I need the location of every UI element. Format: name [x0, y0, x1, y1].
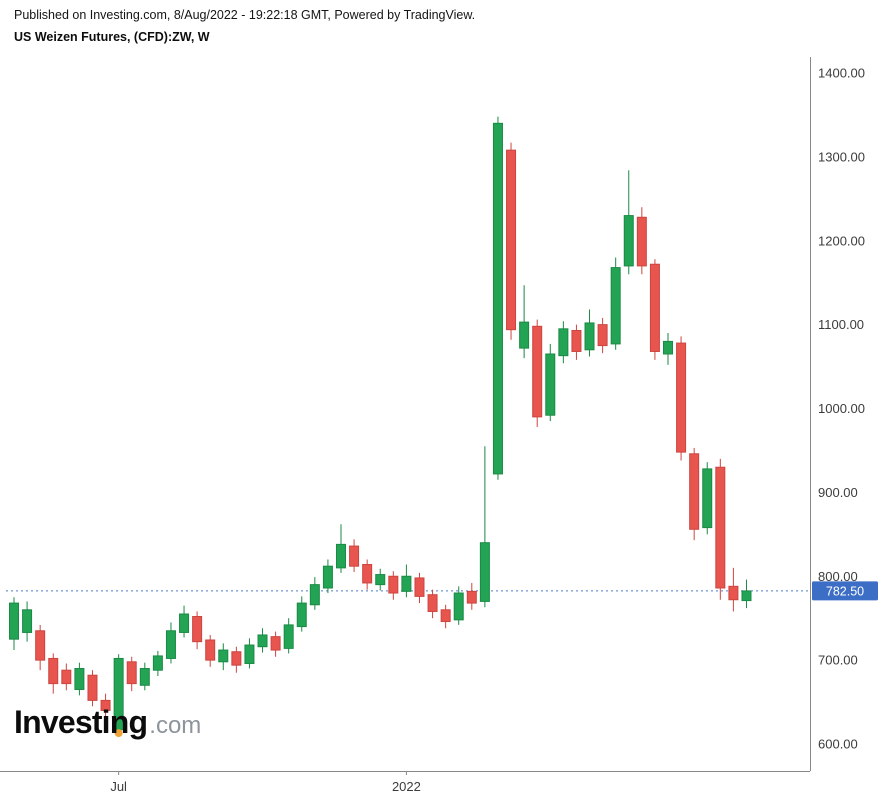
candle-body	[414, 577, 425, 597]
candle-body	[676, 342, 687, 453]
candle-body	[375, 574, 386, 586]
candle-body	[479, 542, 490, 602]
candle-body	[283, 624, 294, 649]
candle-body	[545, 353, 556, 416]
candle-body	[623, 215, 634, 267]
candle-body	[532, 325, 543, 418]
candle-body	[663, 340, 673, 355]
candle-body	[597, 324, 608, 347]
candles-layer[interactable]	[9, 116, 752, 736]
y-axis-label: 900.00	[818, 485, 858, 500]
candle-body	[87, 674, 98, 701]
y-axis-label: 1100.00	[818, 317, 864, 332]
event-marker	[114, 729, 123, 738]
investing-logo: Investing .com	[14, 706, 201, 738]
y-axis-label: 700.00	[818, 653, 858, 668]
candle-body	[126, 661, 137, 685]
publish-line: Published on Investing.com, 8/Aug/2022 -…	[14, 8, 476, 22]
candle-body	[741, 590, 752, 602]
candle-body	[192, 616, 203, 643]
candle-body	[427, 594, 438, 612]
candle-body	[689, 453, 700, 530]
y-axis-label: 1300.00	[818, 149, 865, 164]
investing-logo-suffix: .com	[149, 712, 202, 739]
last-price-badge-label: 782.50	[826, 584, 864, 598]
candle-body	[270, 636, 281, 651]
candle-body	[48, 657, 59, 685]
candle-body	[9, 602, 19, 640]
candle-body	[571, 329, 582, 352]
price-axis[interactable]: 1400.00 1300.00 1200.00 1100.00 1000.00 900.0…	[818, 66, 865, 752]
candle-body	[349, 545, 360, 567]
candle-body	[74, 668, 85, 690]
candle-body	[649, 263, 660, 352]
candle-body	[388, 575, 399, 594]
candle-body	[61, 669, 72, 685]
candle-body	[205, 639, 216, 661]
candle-body	[401, 575, 412, 592]
candle-body	[492, 122, 503, 475]
investing-logo-brand: Investing	[14, 704, 148, 740]
candle-body	[257, 634, 268, 648]
candle-body	[519, 321, 530, 349]
candle-body	[453, 592, 464, 621]
chart-title: US Weizen Futures, (CFD):ZW, W	[14, 30, 210, 44]
candle-body	[35, 630, 46, 661]
candle-body	[100, 699, 111, 711]
candle-body	[218, 649, 229, 663]
candle-body	[139, 668, 150, 686]
candle-body	[165, 630, 176, 659]
candle-body	[22, 609, 33, 633]
candle-body	[715, 466, 726, 589]
y-axis-label: 800.00	[818, 569, 858, 584]
y-axis-label: 600.00	[818, 737, 858, 752]
candle-body	[702, 468, 713, 529]
x-axis-label: Jul	[110, 779, 127, 794]
candle-body	[244, 644, 255, 664]
x-axis-label: 2022	[392, 779, 421, 794]
candle-body	[558, 328, 569, 357]
candle-body	[610, 267, 621, 345]
y-axis-label: 1000.00	[818, 401, 865, 416]
candle-body	[584, 322, 595, 351]
candle-body	[231, 651, 242, 666]
time-axis[interactable]: Jul 2022	[110, 771, 421, 794]
candle-body	[322, 565, 333, 589]
candle-body	[728, 585, 739, 601]
y-axis-label: 1400.00	[818, 66, 865, 81]
last-price-badge-bg	[812, 581, 878, 601]
candle-body	[466, 590, 477, 604]
candle-body	[336, 543, 346, 569]
candle-body	[152, 655, 163, 671]
candle-body	[440, 609, 451, 623]
candle-body	[296, 602, 307, 628]
candle-body	[179, 613, 190, 633]
last-price-badge: 782.50	[812, 581, 878, 601]
candle-body	[362, 564, 373, 584]
y-axis-label: 1200.00	[818, 233, 865, 248]
candle-body	[506, 149, 517, 331]
candle-body	[309, 584, 320, 606]
candle-body	[636, 216, 647, 267]
